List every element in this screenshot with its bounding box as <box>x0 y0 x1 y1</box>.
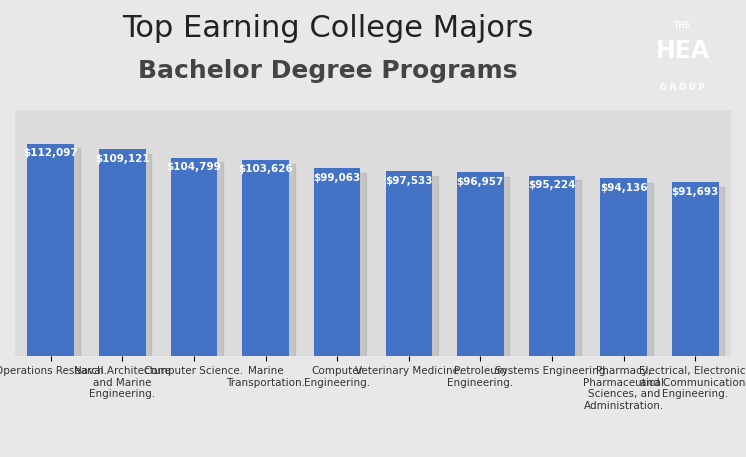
Text: G R O U P: G R O U P <box>660 83 705 92</box>
Polygon shape <box>319 173 366 361</box>
Polygon shape <box>534 181 581 361</box>
Bar <box>672 182 718 356</box>
Text: HEA: HEA <box>656 39 709 63</box>
Text: $97,533: $97,533 <box>385 176 433 186</box>
Bar <box>529 175 575 356</box>
Text: $94,136: $94,136 <box>600 182 648 192</box>
Text: $91,693: $91,693 <box>671 187 719 197</box>
Bar <box>242 160 289 356</box>
Text: $99,063: $99,063 <box>313 173 361 183</box>
Polygon shape <box>248 165 295 361</box>
Polygon shape <box>677 187 724 361</box>
Text: Bachelor Degree Programs: Bachelor Degree Programs <box>139 59 518 84</box>
Polygon shape <box>33 149 80 361</box>
Text: $112,097: $112,097 <box>23 149 78 159</box>
Polygon shape <box>606 182 653 361</box>
Polygon shape <box>391 176 438 361</box>
Bar <box>314 169 360 356</box>
Text: Top Earning College Majors: Top Earning College Majors <box>122 14 534 43</box>
Text: $95,224: $95,224 <box>528 181 576 191</box>
Text: $109,121: $109,121 <box>95 154 150 164</box>
Text: $104,799: $104,799 <box>166 162 222 172</box>
Text: $103,626: $103,626 <box>238 165 293 175</box>
Bar <box>99 149 145 356</box>
Bar <box>386 171 432 356</box>
Bar <box>28 143 74 356</box>
Bar <box>457 172 504 356</box>
Text: THE: THE <box>674 21 691 30</box>
Bar <box>171 158 217 356</box>
Text: $96,957: $96,957 <box>457 177 504 187</box>
Bar <box>601 178 647 356</box>
Polygon shape <box>176 162 223 361</box>
Polygon shape <box>463 177 510 361</box>
Polygon shape <box>104 154 151 361</box>
